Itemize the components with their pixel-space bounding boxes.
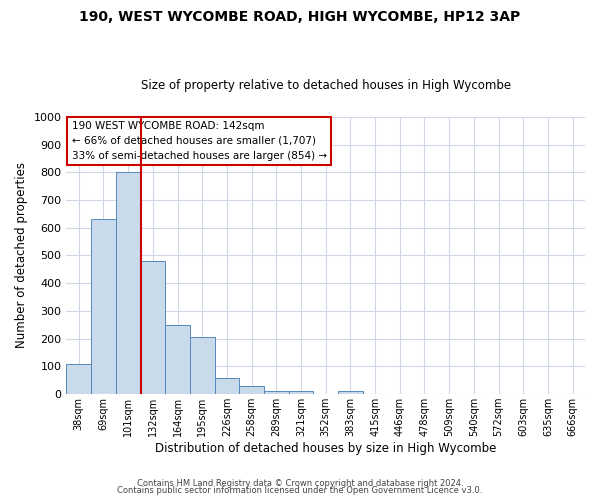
Bar: [239, 386, 264, 394]
Bar: [140, 261, 165, 394]
Bar: [165, 325, 190, 394]
Y-axis label: Number of detached properties: Number of detached properties: [15, 162, 28, 348]
Text: 190 WEST WYCOMBE ROAD: 142sqm
← 66% of detached houses are smaller (1,707)
33% o: 190 WEST WYCOMBE ROAD: 142sqm ← 66% of d…: [71, 121, 327, 160]
Bar: [264, 392, 289, 394]
Bar: [338, 392, 363, 394]
Text: 190, WEST WYCOMBE ROAD, HIGH WYCOMBE, HP12 3AP: 190, WEST WYCOMBE ROAD, HIGH WYCOMBE, HP…: [79, 10, 521, 24]
Text: Contains HM Land Registry data © Crown copyright and database right 2024.: Contains HM Land Registry data © Crown c…: [137, 478, 463, 488]
Bar: [116, 172, 140, 394]
Bar: [215, 378, 239, 394]
Bar: [91, 220, 116, 394]
Title: Size of property relative to detached houses in High Wycombe: Size of property relative to detached ho…: [140, 79, 511, 92]
Text: Contains public sector information licensed under the Open Government Licence v3: Contains public sector information licen…: [118, 486, 482, 495]
Bar: [190, 338, 215, 394]
X-axis label: Distribution of detached houses by size in High Wycombe: Distribution of detached houses by size …: [155, 442, 496, 455]
Bar: [67, 364, 91, 394]
Bar: [289, 392, 313, 394]
